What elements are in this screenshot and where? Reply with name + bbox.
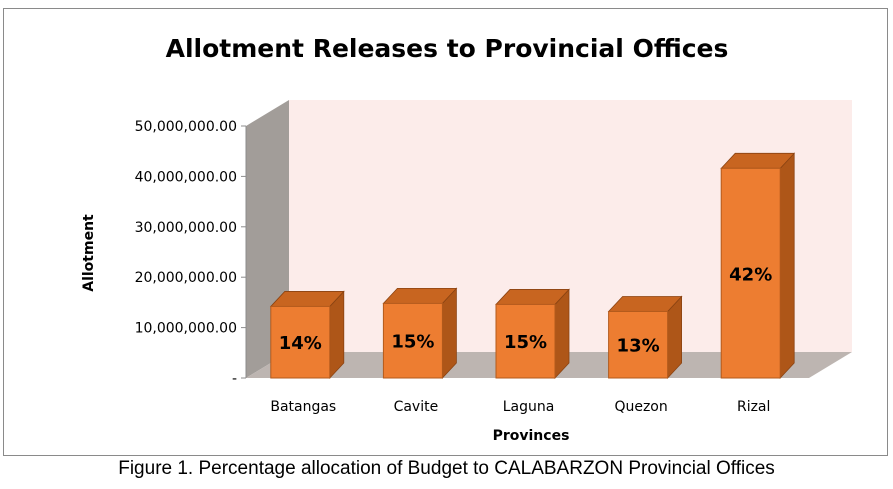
bar-front xyxy=(382,302,443,379)
figure-caption: Figure 1. Percentage allocation of Budge… xyxy=(118,458,775,479)
bar-side xyxy=(441,287,457,380)
chart-frame: - 10,000,000.00 20,000,000.00 30,000,000.00… xyxy=(3,8,888,456)
bar-front xyxy=(608,310,669,379)
chart-title: Allotment Releases to Provincial Offices xyxy=(166,34,729,63)
y-tick-label: 50,000,000.00 xyxy=(135,119,237,135)
bar: 15% xyxy=(382,287,458,380)
x-tick-label: Quezon xyxy=(614,399,667,415)
bar-front xyxy=(270,305,331,379)
data-label: 15% xyxy=(391,332,434,353)
y-tick-label: 10,000,000.00 xyxy=(135,321,237,337)
y-tick-label: 20,000,000.00 xyxy=(135,270,237,286)
bar: 13% xyxy=(607,295,683,380)
x-tick-label: Cavite xyxy=(394,399,439,415)
bar-side xyxy=(779,152,795,380)
x-axis-labels: Batangas Cavite Laguna Quezon Rizal xyxy=(270,399,770,415)
data-label: 13% xyxy=(617,336,660,357)
y-tick-label: 40,000,000.00 xyxy=(135,169,237,185)
bar-front xyxy=(495,303,556,379)
x-tick-label: Batangas xyxy=(270,399,336,415)
x-tick-label: Rizal xyxy=(737,399,770,415)
x-tick-label: Laguna xyxy=(503,399,555,415)
data-label: 42% xyxy=(729,264,772,285)
y-tick-label: 30,000,000.00 xyxy=(135,220,237,236)
y-tick-label: - xyxy=(232,371,237,387)
bar-front xyxy=(720,167,781,379)
bar-chart: - 10,000,000.00 20,000,000.00 30,000,000.00… xyxy=(81,34,852,444)
data-label: 15% xyxy=(504,332,547,353)
y-axis-title: Allotment xyxy=(81,214,97,292)
bar: 42% xyxy=(720,152,796,380)
bar: 14% xyxy=(269,290,345,380)
y-axis: - 10,000,000.00 20,000,000.00 30,000,000.00… xyxy=(135,119,247,387)
bars: 14% 15% 15% 13% 42% xyxy=(269,152,796,380)
data-label: 14% xyxy=(279,333,322,354)
bar: 15% xyxy=(495,288,570,380)
x-axis-title: Provinces xyxy=(493,428,570,444)
